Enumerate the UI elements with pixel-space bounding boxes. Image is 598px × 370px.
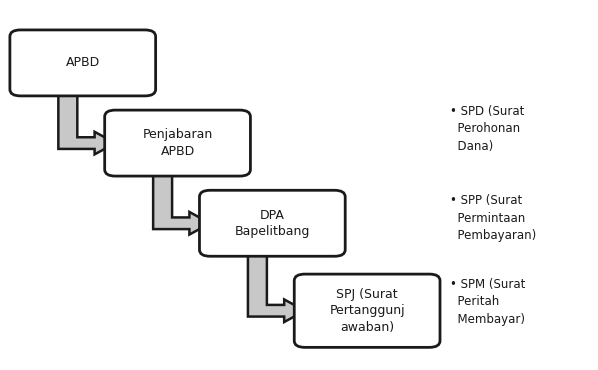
Polygon shape bbox=[248, 250, 305, 322]
FancyBboxPatch shape bbox=[294, 274, 440, 347]
Text: • SPM (Surat
  Peritah
  Membayar): • SPM (Surat Peritah Membayar) bbox=[450, 278, 526, 326]
Text: DPA
Bapelitbang: DPA Bapelitbang bbox=[234, 209, 310, 238]
Text: SPJ (Surat
Pertanggunj
awaban): SPJ (Surat Pertanggunj awaban) bbox=[329, 288, 405, 334]
Text: • SPD (Surat
  Perohonan
  Dana): • SPD (Surat Perohonan Dana) bbox=[450, 105, 524, 153]
Text: Penjabaran
APBD: Penjabaran APBD bbox=[142, 128, 213, 158]
Polygon shape bbox=[153, 169, 210, 235]
Text: APBD: APBD bbox=[66, 56, 100, 70]
FancyBboxPatch shape bbox=[10, 30, 155, 96]
FancyBboxPatch shape bbox=[105, 110, 251, 176]
Polygon shape bbox=[59, 89, 115, 154]
Text: • SPP (Surat
  Permintaan
  Pembayaran): • SPP (Surat Permintaan Pembayaran) bbox=[450, 194, 536, 242]
FancyBboxPatch shape bbox=[200, 190, 345, 256]
